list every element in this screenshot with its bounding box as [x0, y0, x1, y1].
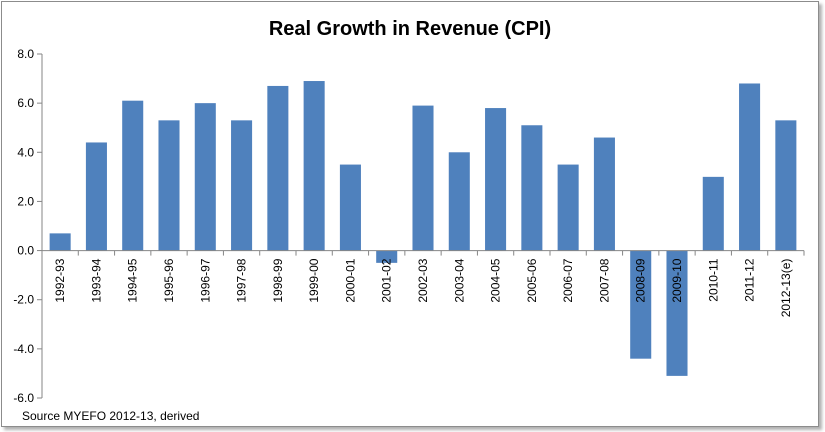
- x-tick-label: 1999-00: [307, 258, 321, 302]
- y-tick-label: 0.0: [17, 244, 34, 258]
- bar-2008-09: [630, 250, 652, 359]
- bar-2011-12: [739, 83, 761, 251]
- chart-title: Real Growth in Revenue (CPI): [269, 18, 551, 40]
- bar-2010-11: [702, 176, 724, 251]
- bar-2005-06: [521, 125, 543, 251]
- x-tick-label: 2012-13(e): [779, 259, 793, 318]
- x-tick-label: 1996-97: [198, 258, 212, 302]
- y-tick-label: 2.0: [17, 194, 34, 208]
- bar-1994-95: [122, 100, 144, 251]
- bar-2004-05: [485, 108, 507, 251]
- source-note: Source MYEFO 2012-13, derived: [22, 409, 199, 423]
- x-tick-label: 2007-08: [597, 258, 611, 302]
- x-tick-label: 1998-99: [271, 258, 285, 302]
- x-tick-label: 2005-06: [525, 258, 539, 302]
- x-tick-label: 2010-11: [706, 258, 720, 301]
- bar-2006-07: [557, 164, 579, 251]
- x-tick-label: 2000-01: [343, 258, 357, 302]
- category-labels: 1992-93 1993-94 1994-95 1995-96 1996-97 1997-…: [53, 258, 793, 317]
- y-axis: 8.0 6.0 4.0 2.0 0.0 -2.0 -4.0 -6.0: [13, 47, 43, 405]
- x-tick-label: 1992-93: [53, 258, 67, 302]
- bar-series: [49, 81, 797, 376]
- bar-1993-94: [85, 142, 107, 251]
- x-tick-label: 2004-05: [489, 258, 503, 302]
- x-tick-label: 2008-09: [634, 258, 648, 302]
- bar-2007-08: [593, 137, 615, 251]
- bar-2009-10: [666, 250, 688, 376]
- y-tick-label: -2.0: [13, 293, 34, 307]
- chart-frame: Real Growth in Revenue (CPI) 8.0 6.0 4.0 2.…: [1, 1, 819, 427]
- x-tick-label: 2011-12: [743, 258, 757, 301]
- y-tick-label: 8.0: [17, 47, 34, 61]
- bar-1998-99: [267, 85, 289, 251]
- x-tick-label: 1997-98: [235, 258, 249, 302]
- x-tick-label: 2001-02: [380, 258, 394, 302]
- bar-1995-96: [158, 120, 180, 251]
- x-tick-label: 2009-10: [670, 258, 684, 302]
- bar-1992-93: [49, 233, 71, 251]
- bar-2003-04: [448, 152, 470, 251]
- x-tick-label: 1993-94: [89, 258, 103, 302]
- x-axis: [41, 250, 805, 256]
- y-tick-label: 4.0: [17, 145, 34, 159]
- bar-1999-00: [303, 81, 325, 251]
- bar-2000-01: [339, 164, 361, 251]
- y-tick-label: -4.0: [13, 342, 34, 356]
- x-tick-label: 2006-07: [561, 258, 575, 302]
- x-tick-label: 1995-96: [162, 258, 176, 302]
- x-tick-label: 2002-03: [416, 258, 430, 302]
- x-tick-label: 1994-95: [126, 258, 140, 302]
- bar-2001-02: [376, 250, 398, 263]
- bar-1997-98: [231, 120, 253, 251]
- bar-2012-13(e): [775, 120, 797, 251]
- y-tick-label: -6.0: [13, 391, 34, 405]
- y-tick-label: 6.0: [17, 96, 34, 110]
- x-tick-label: 2003-04: [452, 258, 466, 302]
- bar-2002-03: [412, 105, 434, 251]
- bar-1996-97: [194, 103, 216, 251]
